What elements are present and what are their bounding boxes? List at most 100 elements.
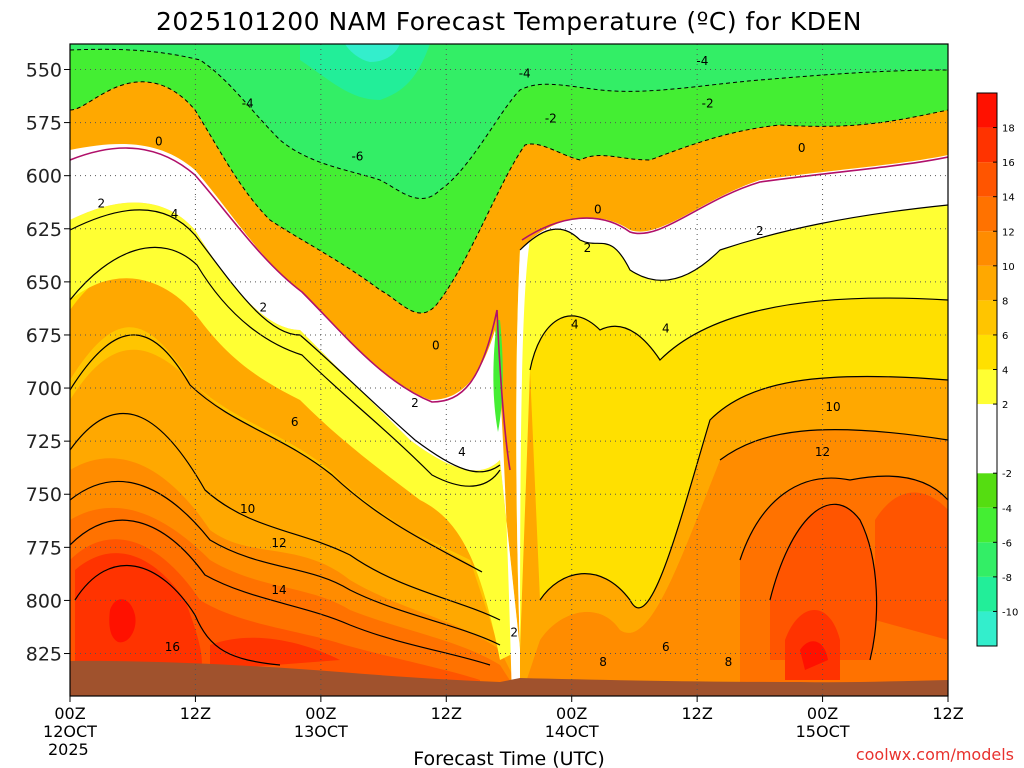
y-axis: 550 575 600 625 650 675 700 725 750 775 800 825: [26, 59, 70, 666]
y-tick-label: 825: [26, 644, 62, 666]
band-16: [75, 553, 840, 680]
contour-label: 10: [240, 502, 255, 516]
colorbar-label: -4: [1002, 504, 1012, 515]
y-tick-label: 675: [26, 325, 62, 347]
y-tick-label: 625: [26, 219, 62, 241]
colorbar-swatch: [977, 334, 997, 370]
x-date-label: 12OCT: [43, 722, 97, 741]
contour-label: 4: [458, 445, 466, 459]
colorbar-label: 6: [1002, 331, 1008, 342]
contour-label: 4: [571, 317, 579, 331]
colorbar-swatch: [977, 473, 997, 508]
colorbar-label: 12: [1002, 227, 1015, 238]
y-tick-label: 775: [26, 537, 62, 559]
colorbar-swatch: [977, 93, 997, 128]
plot-frame: [69, 43, 949, 697]
band-4-yellow: [70, 231, 948, 608]
colorbar-swatch: [977, 404, 997, 474]
colorbar-swatch: [977, 265, 997, 301]
x-tick-label: 12Z: [932, 704, 963, 723]
y-tick-label: 550: [26, 59, 62, 81]
contour-label: 16: [165, 640, 180, 654]
contour-label: 6: [662, 640, 670, 654]
x-tick-label: 00Z: [305, 704, 336, 723]
y-tick-label: 600: [26, 166, 62, 188]
contour-label: 0: [432, 339, 440, 353]
contour-label: 12: [271, 536, 286, 550]
colorbar-swatch: [977, 127, 997, 163]
band-cold-core: [300, 44, 430, 100]
front-green: [493, 320, 503, 432]
x-date-label: 14OCT: [545, 722, 599, 741]
contour-label: 2: [510, 625, 518, 639]
contour-label: 8: [725, 655, 733, 669]
colorbar-label: -2: [1002, 469, 1012, 480]
freezing-contour: [70, 147, 948, 471]
x-date-label: 13OCT: [294, 722, 348, 741]
colorbar-label: -6: [1002, 538, 1012, 549]
contour-label: 12: [815, 445, 830, 459]
year-label: 2025: [48, 740, 89, 759]
colorbar-label: 14: [1002, 193, 1015, 204]
colorbar-swatch: [977, 611, 997, 646]
grid: [69, 44, 949, 696]
colorbar-label: 4: [1002, 366, 1008, 377]
contour-label: 14: [271, 583, 286, 597]
contour-label: 8: [599, 655, 607, 669]
contour-label: 2: [260, 300, 268, 314]
contour-label: 4: [171, 207, 179, 221]
colorbar-swatch: [977, 196, 997, 232]
colorbar-label: 16: [1002, 158, 1015, 169]
contour-label: -4: [242, 96, 254, 110]
colorbar-swatch: [977, 162, 997, 197]
plot-area: [70, 44, 948, 696]
colorbar-swatch: [977, 542, 997, 577]
credit-text: coolwx.com/models: [856, 745, 1014, 764]
contour-label: -4: [696, 54, 708, 68]
colorbar-label: 8: [1002, 296, 1008, 307]
contour-label: 2: [411, 396, 419, 410]
y-tick-label: 575: [26, 113, 62, 135]
chart-title: 2025101200 NAM Forecast Temperature (ºC)…: [156, 7, 862, 36]
colorbar-swatch: [977, 300, 997, 335]
contour-labels: 0 0 0 0 -4 -6 -4 -2 -4 -2 2 4 2 6 2 4 2 4 4 2 10 12 10 12 14 16 2 8…: [98, 54, 841, 669]
x-tick-label: 00Z: [556, 704, 587, 723]
terrain: [70, 660, 948, 696]
x-tick-label: 12Z: [180, 704, 211, 723]
contour-label: 0: [594, 203, 602, 217]
colorbar-label: -10: [1002, 607, 1018, 618]
contour-label: -6: [351, 150, 363, 164]
y-tick-label: 750: [26, 484, 62, 506]
contour-label: 2: [756, 224, 764, 238]
colorbar-label: 10: [1002, 262, 1015, 273]
contour-label: 0: [798, 141, 806, 155]
contour-label: 2: [584, 241, 592, 255]
contour-label: -4: [519, 67, 531, 81]
contour-label: 4: [662, 322, 670, 336]
colorbar-label: 2: [1002, 400, 1008, 411]
x-axis-label: Forecast Time (UTC): [413, 748, 604, 768]
y-tick-label: 800: [26, 590, 62, 612]
colorbar-swatch: [977, 507, 997, 543]
colorbar-label: -8: [1002, 573, 1012, 584]
contour-label: -2: [545, 111, 557, 125]
contour-lines: [70, 204, 948, 666]
x-tick-label: 12Z: [431, 704, 462, 723]
contour-label: 0: [155, 135, 163, 149]
band-cold-peak: [345, 44, 400, 62]
colorbar: -10 -8 -6 -4 -2 2 4 6 8 10 12 14 16 18: [976, 92, 1018, 647]
contour-label: 10: [825, 400, 840, 414]
x-tick-label: 00Z: [54, 704, 85, 723]
band-2: [70, 202, 948, 660]
x-date-label: 15OCT: [796, 722, 850, 741]
band-8: [520, 376, 948, 696]
colorbar-swatch: [977, 369, 997, 405]
y-tick-label: 725: [26, 431, 62, 453]
colorbar-swatch: [977, 231, 997, 266]
cold-contours: [70, 48, 948, 314]
y-tick-label: 700: [26, 378, 62, 400]
contour-label: 2: [98, 196, 106, 210]
contour-label: -2: [702, 96, 714, 110]
